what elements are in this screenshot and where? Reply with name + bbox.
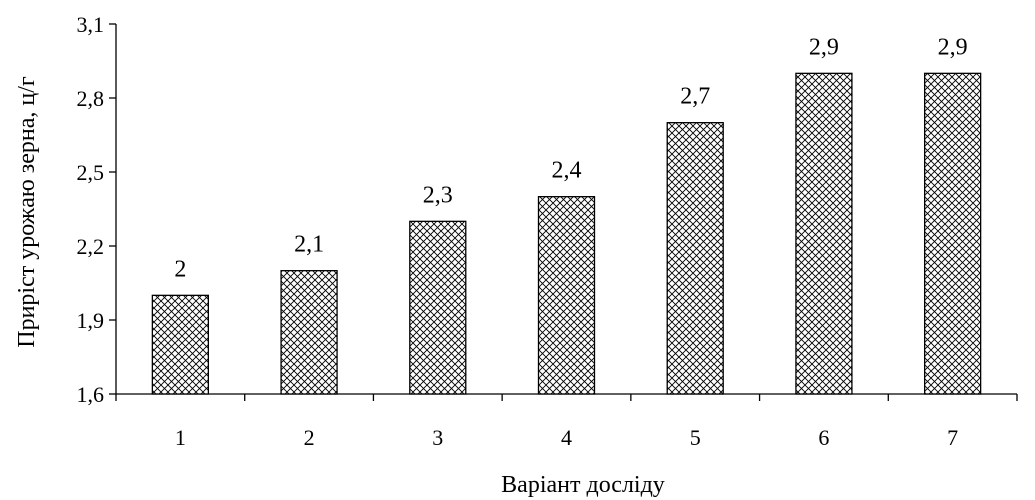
bar xyxy=(151,294,210,395)
x-tick-label: 6 xyxy=(818,425,829,450)
bar xyxy=(795,72,853,395)
data-label: 2,3 xyxy=(423,182,453,208)
x-tick-label: 5 xyxy=(690,425,701,450)
y-tick-label: 2,2 xyxy=(77,234,105,259)
y-axis: 1,6 1,9 2,2 2,5 2,8 3,1 xyxy=(77,12,117,407)
data-label: 2,7 xyxy=(680,84,710,110)
data-labels: 2 2,1 2,3 2,4 2,7 2,9 2,9 xyxy=(174,34,967,282)
data-label: 2 xyxy=(174,256,186,282)
data-label: 2,9 xyxy=(938,34,968,60)
x-tick-label: 3 xyxy=(432,425,443,450)
bar xyxy=(537,196,596,395)
x-tick-label: 7 xyxy=(947,425,958,450)
bar xyxy=(280,270,338,395)
bar xyxy=(923,72,982,395)
x-axis-title: Варіант досліду xyxy=(501,472,665,498)
x-tick-label: 1 xyxy=(175,425,186,450)
y-axis-title: Приріст урожаю зерна, ц/г xyxy=(14,76,40,348)
data-label: 2,4 xyxy=(552,158,582,184)
y-tick-label: 1,6 xyxy=(77,382,105,407)
bars xyxy=(151,72,982,395)
y-tick-label: 2,8 xyxy=(77,86,105,111)
x-tick-label: 4 xyxy=(561,425,572,450)
y-tick-label: 2,5 xyxy=(77,160,105,185)
y-tick-label: 1,9 xyxy=(77,308,105,333)
bar xyxy=(666,122,724,395)
data-label: 2,1 xyxy=(294,232,324,258)
bar xyxy=(409,220,467,395)
y-tick-label: 3,1 xyxy=(77,12,105,37)
data-label: 2,9 xyxy=(809,34,839,60)
x-axis: 1 2 3 4 5 6 7 xyxy=(115,393,1018,450)
x-tick-label: 2 xyxy=(304,425,315,450)
